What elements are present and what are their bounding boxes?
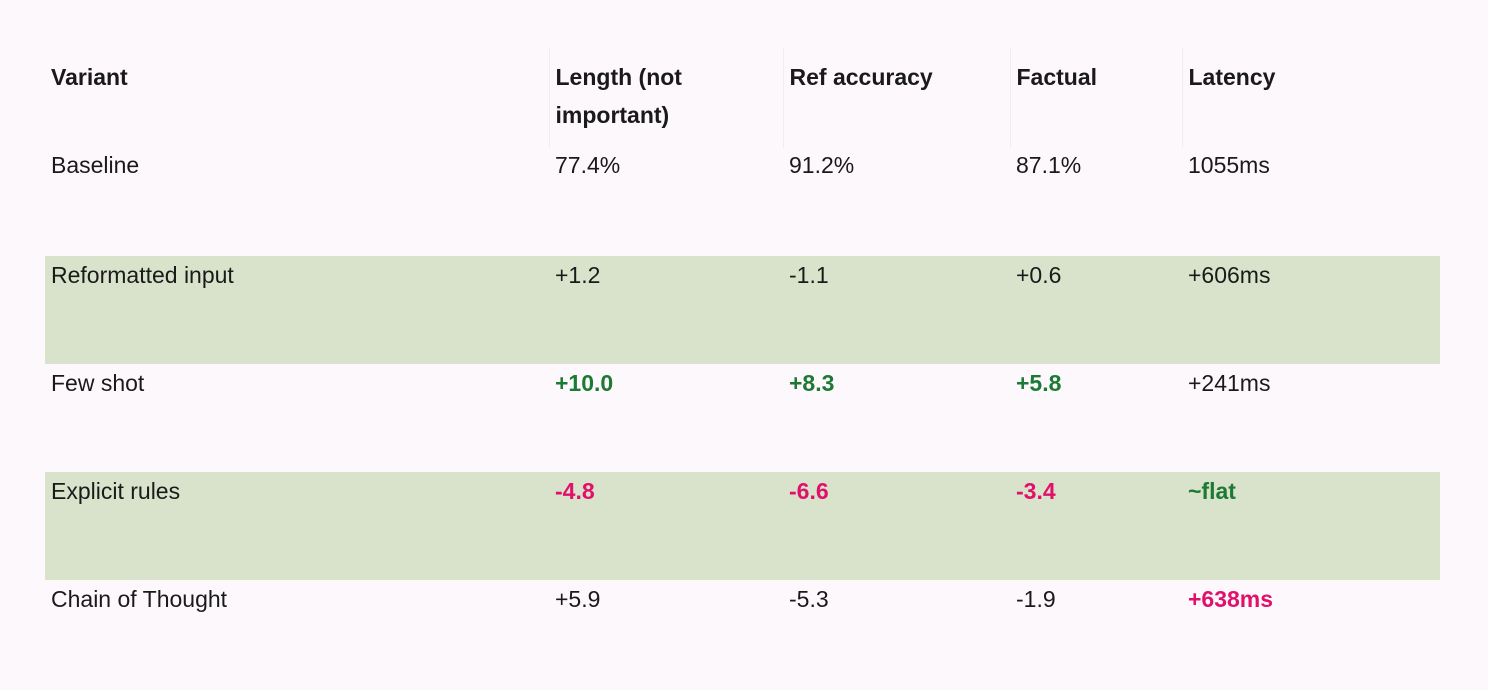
cell-ref-accuracy: -6.6: [789, 478, 829, 504]
cell-ref-accuracy: 91.2%: [789, 152, 855, 178]
cell-length: +10.0: [555, 370, 614, 396]
header-latency: Latency: [1181, 48, 1440, 148]
results-table-container: Variant Length (not important) Ref accur…: [45, 48, 1440, 688]
table-row: Baseline 77.4% 91.2% 87.1% 1055ms: [45, 148, 1440, 256]
table-row: Few shot +10.0 +8.3 +5.8 +241ms: [45, 364, 1440, 472]
table-header-row: Variant Length (not important) Ref accur…: [45, 48, 1440, 148]
cell-factual: 87.1%: [1016, 152, 1082, 178]
table-row: Reformatted input +1.2 -1.1 +0.6 +606ms: [45, 256, 1440, 364]
cell-latency: +241ms: [1188, 370, 1271, 396]
cell-length: 77.4%: [555, 152, 621, 178]
cell-variant: Explicit rules: [51, 478, 181, 504]
cell-latency: +638ms: [1188, 586, 1274, 612]
cell-variant: Reformatted input: [51, 262, 234, 288]
cell-variant: Few shot: [51, 370, 145, 396]
cell-latency: 1055ms: [1188, 152, 1270, 178]
cell-length: +1.2: [555, 262, 601, 288]
results-table: Variant Length (not important) Ref accur…: [45, 48, 1440, 688]
cell-factual: -1.9: [1016, 586, 1056, 612]
cell-latency: ~flat: [1188, 478, 1236, 504]
header-factual: Factual: [1009, 48, 1182, 148]
cell-latency: +606ms: [1188, 262, 1271, 288]
cell-length: -4.8: [555, 478, 595, 504]
table-row: Explicit rules -4.8 -6.6 -3.4 ~flat: [45, 472, 1440, 580]
header-ref-accuracy: Ref accuracy: [782, 48, 1010, 148]
cell-factual: +0.6: [1016, 262, 1062, 288]
cell-ref-accuracy: +8.3: [789, 370, 835, 396]
cell-ref-accuracy: -5.3: [789, 586, 829, 612]
cell-factual: +5.8: [1016, 370, 1062, 396]
header-length: Length (not important): [548, 48, 783, 148]
cell-variant: Baseline: [51, 152, 140, 178]
cell-variant: Chain of Thought: [51, 586, 228, 612]
cell-length: +5.9: [555, 586, 601, 612]
cell-ref-accuracy: -1.1: [789, 262, 829, 288]
table-row: Chain of Thought +5.9 -5.3 -1.9 +638ms: [45, 580, 1440, 688]
cell-factual: -3.4: [1016, 478, 1056, 504]
header-variant: Variant: [51, 64, 128, 90]
